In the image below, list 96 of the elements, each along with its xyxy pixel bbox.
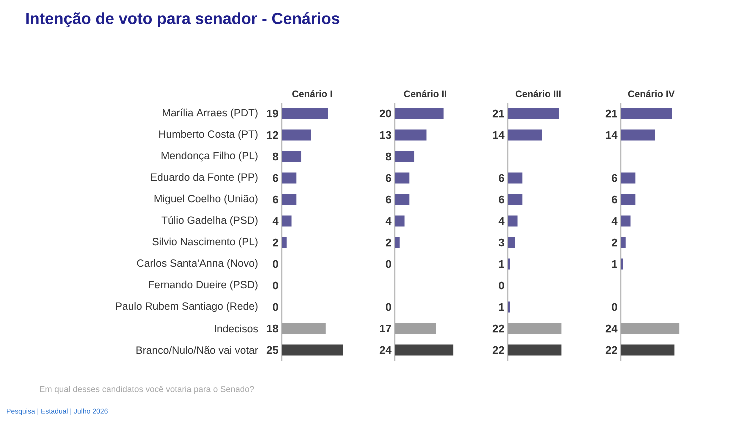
data-label: 0 xyxy=(386,303,392,312)
chart-title: Cenário III xyxy=(516,90,561,98)
bar xyxy=(282,344,344,356)
bar xyxy=(395,194,410,206)
bar xyxy=(282,323,326,334)
bar xyxy=(395,237,400,248)
data-label: 0 xyxy=(273,260,278,268)
y-tick-label: Eduardo da Fonte (PP) xyxy=(151,173,258,184)
data-label: 13 xyxy=(380,131,392,140)
bar xyxy=(395,172,410,184)
data-label: 1 xyxy=(499,260,504,268)
bar xyxy=(508,172,523,184)
data-label: 12 xyxy=(267,131,278,140)
bar xyxy=(621,237,626,248)
data-label: 22 xyxy=(492,324,504,333)
bar xyxy=(508,108,560,120)
bar xyxy=(395,323,436,334)
y-tick-label: Túlio Gadelha (PSD) xyxy=(162,216,258,226)
data-label: 14 xyxy=(606,131,618,140)
data-label: 0 xyxy=(273,303,278,312)
bar xyxy=(508,130,542,141)
y-tick-label: Carlos Santa'Anna (Novo) xyxy=(137,259,258,270)
y-tick-label: Indecisos xyxy=(215,324,258,333)
y-tick-label: Mendonça Filho (PL) xyxy=(162,152,258,162)
data-label: 0 xyxy=(273,282,278,290)
bar xyxy=(282,237,287,248)
bar xyxy=(395,151,415,162)
data-label: 6 xyxy=(273,196,278,204)
bar xyxy=(282,216,292,227)
data-label: 1 xyxy=(499,303,504,312)
data-label: 0 xyxy=(499,282,504,290)
chart-title: Cenário II xyxy=(404,90,447,98)
data-label: 21 xyxy=(606,110,618,118)
data-label: 8 xyxy=(273,152,278,161)
data-label: 24 xyxy=(606,324,618,333)
bar xyxy=(621,108,672,120)
data-label: 4 xyxy=(386,217,392,226)
bar xyxy=(508,194,523,206)
data-label: 6 xyxy=(499,174,504,182)
data-label: 6 xyxy=(612,174,618,182)
bar xyxy=(508,323,562,334)
data-label: 3 xyxy=(498,238,504,247)
chart-title: Cenário I xyxy=(292,90,332,98)
bar xyxy=(282,194,297,206)
data-label: 6 xyxy=(273,174,278,182)
data-label: 22 xyxy=(606,346,618,354)
text: Intenção de voto para senador - Cenários xyxy=(26,12,340,28)
y-tick-label: Branco/Nulo/Não vai votar xyxy=(136,346,258,354)
data-label: 6 xyxy=(612,196,618,204)
bar xyxy=(621,130,656,141)
bar xyxy=(621,323,680,334)
data-label: 6 xyxy=(386,174,392,182)
y-tick-label: Fernando Dueire (PSD) xyxy=(149,280,258,291)
data-label: 17 xyxy=(380,324,392,333)
y-tick-label: Paulo Rubem Santiago (Rede) xyxy=(116,302,258,312)
bar xyxy=(395,344,454,356)
data-label: 8 xyxy=(386,152,392,161)
data-label: 1 xyxy=(612,260,618,268)
bar xyxy=(282,130,312,141)
text: Em qual desses candidatos você votaria para o Senado? xyxy=(40,386,254,394)
bar xyxy=(621,172,636,184)
y-tick-label: Silvio Nascimento (PL) xyxy=(152,238,258,248)
chart-title: Cenário IV xyxy=(628,90,675,98)
bar xyxy=(395,130,427,141)
data-label: 0 xyxy=(386,260,392,268)
data-label: 4 xyxy=(612,217,618,226)
data-label: 2 xyxy=(612,238,618,247)
bar xyxy=(508,237,516,248)
bar xyxy=(282,172,297,184)
data-label: 14 xyxy=(493,131,505,140)
y-tick-label: Marília Arraes (PDT) xyxy=(163,108,258,119)
data-label: 6 xyxy=(499,196,504,204)
data-label: 22 xyxy=(492,346,504,354)
data-label: 20 xyxy=(380,110,392,118)
data-label: 19 xyxy=(267,110,278,118)
bar xyxy=(395,216,405,227)
bar xyxy=(282,108,328,120)
bar xyxy=(508,216,518,227)
bar xyxy=(621,194,636,206)
data-label: 25 xyxy=(266,346,278,354)
data-label: 18 xyxy=(267,324,278,333)
data-label: 0 xyxy=(612,303,618,312)
data-label: 24 xyxy=(380,346,392,354)
data-label: 4 xyxy=(272,217,279,226)
data-label: 4 xyxy=(498,217,505,226)
y-tick-label: Humberto Costa (PT) xyxy=(160,130,258,140)
bar xyxy=(621,216,631,227)
bar xyxy=(508,344,562,356)
bar xyxy=(395,108,444,120)
data-label: 2 xyxy=(273,238,278,247)
bar xyxy=(621,344,675,356)
data-label: 21 xyxy=(492,110,504,118)
bar xyxy=(282,151,302,162)
data-label: 6 xyxy=(386,196,392,204)
data-label: 2 xyxy=(386,238,392,247)
y-tick-label: Miguel Coelho (União) xyxy=(154,194,258,205)
